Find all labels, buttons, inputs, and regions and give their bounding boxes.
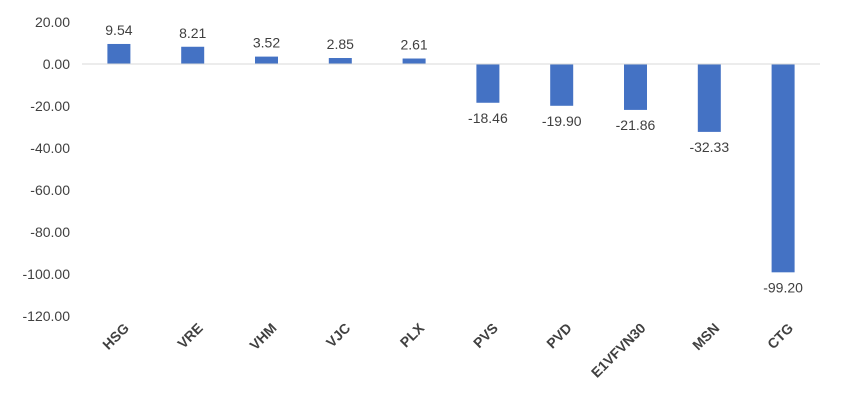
x-tick-label-pvs: PVS (470, 320, 501, 351)
data-label-msn: -32.33 (689, 139, 729, 155)
bar-vhm (255, 56, 278, 64)
data-label-hsg: 9.54 (105, 22, 132, 38)
x-axis: HSG VRE VHM VJC PLX PVS PVD E1VFVN30 MSN CTG (99, 319, 796, 380)
y-tick-label: -20.00 (30, 98, 70, 114)
x-tick-label-msn: MSN (689, 320, 722, 353)
bar-msn (697, 64, 721, 132)
y-tick-label: -120.00 (23, 308, 71, 324)
bar-vre (181, 46, 205, 64)
y-tick-label: -40.00 (30, 140, 70, 156)
y-tick-label: -100.00 (23, 266, 71, 282)
data-label-vjc: 2.85 (327, 36, 354, 52)
data-label-e1vfvn30: -21.86 (616, 117, 656, 133)
bar-pvd (550, 64, 574, 106)
bar-plx (402, 58, 426, 64)
data-label-vhm: 3.52 (253, 35, 280, 51)
data-labels-group: 9.54 8.21 3.52 2.85 2.61 -18.46 -19.90 -21.86 -3… (105, 22, 803, 295)
y-tick-label: 0.00 (43, 56, 70, 72)
y-tick-label: -80.00 (30, 224, 70, 240)
y-tick-label: 20.00 (35, 14, 70, 30)
x-tick-label-pvd: PVD (543, 320, 575, 352)
x-tick-label-plx: PLX (397, 319, 428, 350)
bar-hsg (107, 43, 131, 64)
data-label-vre: 8.21 (179, 25, 206, 41)
bars-group (107, 43, 795, 273)
bar-vjc (328, 58, 352, 64)
y-axis: 20.00 0.00 -20.00 -40.00 -60.00 -80.00 -100.00… (23, 14, 71, 324)
x-tick-label-vhm: VHM (246, 320, 279, 353)
bar-e1vfvn30 (624, 64, 647, 110)
data-label-ctg: -99.20 (763, 279, 803, 295)
y-tick-label: -60.00 (30, 182, 70, 198)
x-tick-label-e1vfvn30: E1VFVN30 (588, 320, 649, 381)
data-label-pvd: -19.90 (542, 113, 582, 129)
data-label-plx: 2.61 (400, 37, 427, 53)
data-label-pvs: -18.46 (468, 110, 508, 126)
x-tick-label-ctg: CTG (764, 320, 796, 352)
x-tick-label-hsg: HSG (99, 320, 132, 353)
x-tick-label-vre: VRE (174, 320, 206, 352)
bar-pvs (476, 64, 500, 103)
x-tick-label-vjc: VJC (323, 320, 354, 351)
bar-ctg (771, 64, 795, 273)
